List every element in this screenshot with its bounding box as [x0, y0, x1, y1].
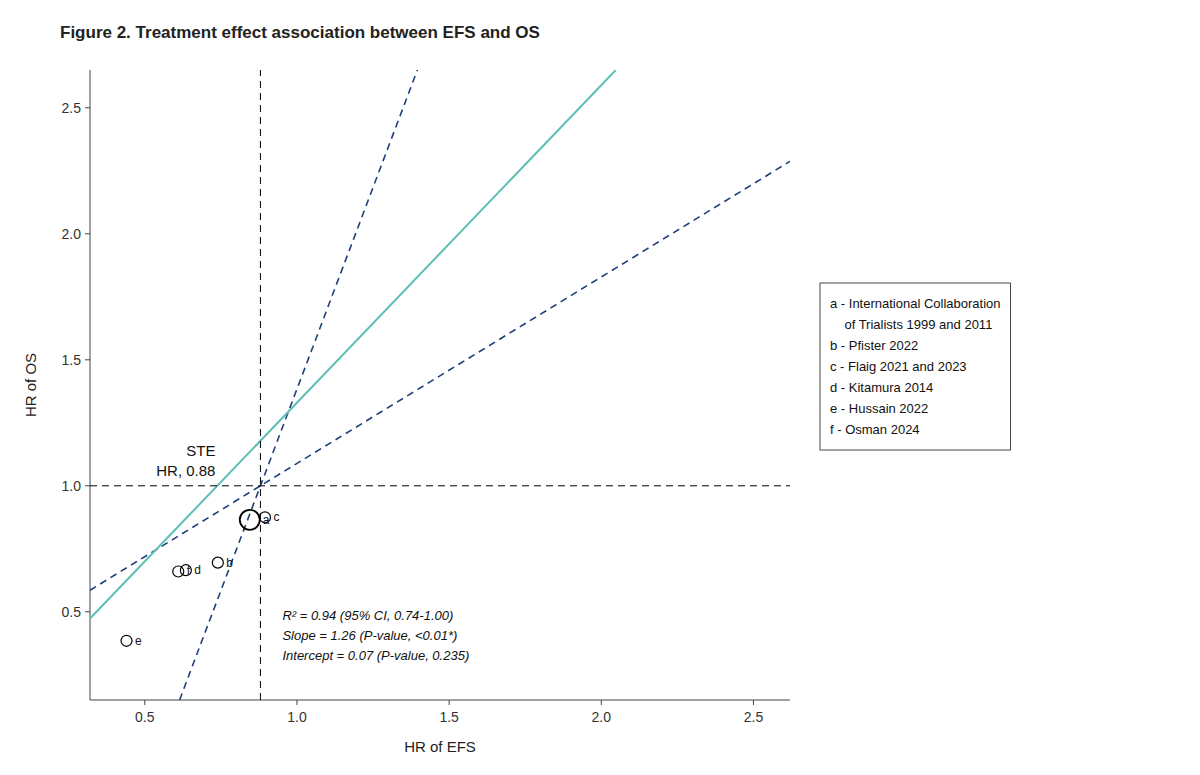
x-tick — [753, 700, 754, 705]
ci-line — [180, 70, 418, 700]
y-tick-label: 1.0 — [62, 478, 82, 494]
x-tick — [144, 700, 145, 705]
key-line: a - International Collaboration — [830, 296, 1001, 311]
y-tick-label: 2.0 — [62, 226, 82, 242]
y-tick — [85, 107, 90, 108]
x-tick — [449, 700, 450, 705]
point-label: a — [263, 513, 270, 527]
stats-annotation: Slope = 1.26 (P-value, <0.01*) — [282, 628, 457, 643]
x-axis-line — [90, 700, 790, 701]
point-label: b — [226, 556, 233, 570]
ci-line — [90, 161, 790, 590]
reference-line — [260, 70, 261, 700]
data-point — [212, 557, 223, 568]
key-line: b - Pfister 2022 — [830, 338, 918, 353]
y-tick-label: 0.5 — [62, 604, 82, 620]
y-tick — [85, 359, 90, 360]
key-line: c - Flaig 2021 and 2023 — [830, 359, 967, 374]
chart: Figure 2. Treatment effect association b… — [0, 0, 1200, 775]
key-box: a - International Collaboration of Trial… — [820, 283, 1011, 450]
y-tick — [85, 233, 90, 234]
x-tick-label: 2.5 — [744, 709, 764, 725]
annotation: HR, 0.88 — [156, 462, 215, 479]
y-tick-label: 1.5 — [62, 352, 82, 368]
y-tick — [85, 485, 90, 486]
stats-annotation: R² = 0.94 (95% CI, 0.74-1.00) — [282, 608, 453, 623]
key-box-frame — [820, 283, 1011, 450]
data-point — [121, 635, 132, 646]
annotation: STE — [186, 442, 215, 459]
stats-annotation: Intercept = 0.07 (P-value, 0.235) — [282, 648, 469, 663]
point-label: e — [135, 634, 142, 648]
key-line: d - Kitamura 2014 — [830, 380, 933, 395]
x-tick-label: 1.5 — [439, 709, 459, 725]
data-point — [240, 510, 260, 530]
key-line: f - Osman 2024 — [830, 422, 920, 437]
point-label: c — [274, 510, 280, 524]
point-label: f — [187, 564, 191, 578]
y-axis-label: HR of OS — [22, 353, 39, 417]
y-axis-line — [90, 70, 91, 700]
point-label: d — [194, 563, 201, 577]
x-tick — [296, 700, 297, 705]
y-tick-label: 2.5 — [62, 100, 82, 116]
regression-line — [90, 70, 616, 619]
key-line: of Trialists 1999 and 2011 — [830, 317, 992, 332]
x-axis-label: HR of EFS — [404, 738, 476, 755]
x-tick-label: 0.5 — [135, 709, 155, 725]
plot-marks — [90, 70, 790, 700]
y-tick — [85, 611, 90, 612]
x-tick — [601, 700, 602, 705]
x-tick-label: 1.0 — [287, 709, 307, 725]
x-tick-label: 2.0 — [592, 709, 612, 725]
point-labels: a b c d e f — [135, 510, 279, 647]
data-point — [173, 566, 184, 577]
key-line: e - Hussain 2022 — [830, 401, 928, 416]
title: Figure 2. Treatment effect association b… — [60, 23, 540, 42]
reference-line — [90, 485, 790, 486]
